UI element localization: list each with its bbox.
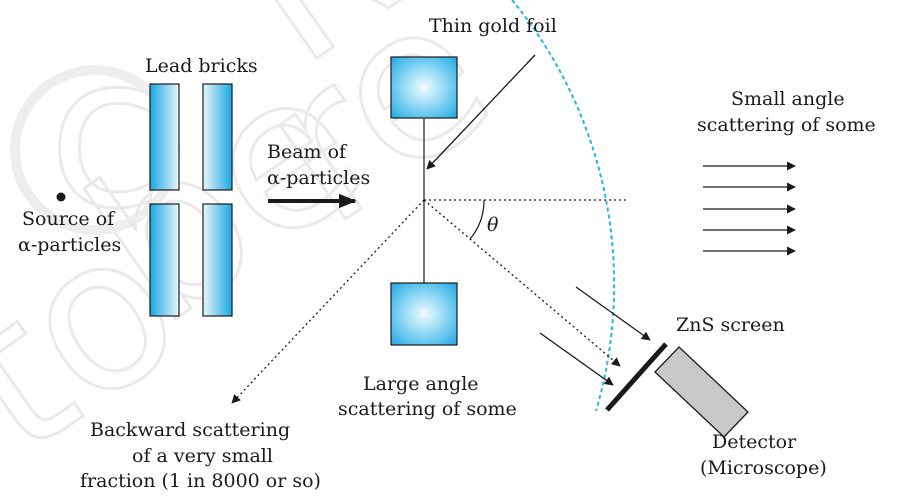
label-large-angle-line1: Large angle [363,373,479,395]
incident-arrow-upper [575,286,651,341]
dashed-detection-circle [511,0,616,412]
label-beam-line1: Beam of [267,141,348,163]
label-source-line2: α-particles [18,234,121,256]
label-backward-line1: Backward scattering [90,419,290,441]
theta-angle-arc [469,199,485,240]
label-theta: θ [487,214,499,236]
incident-arrow-lower [539,332,614,386]
label-beam-line2: α-particles [267,167,370,189]
small-angle-scatter-arrows [703,161,796,256]
label-source-line1: Source of [22,208,116,230]
lead-brick-top-left [149,83,180,191]
detector-microscope [654,346,749,438]
label-large-angle-line2: scattering of some [338,398,517,420]
label-lead-bricks: Lead bricks [145,55,258,77]
lead-brick-top-right [202,83,233,191]
label-small-angle-line1: Small angle [731,88,845,110]
label-zns-screen: ZnS screen [676,314,785,336]
backward-scattering-path [231,199,425,404]
alpha-source-dot [56,192,66,202]
foil-holder-top [390,56,458,119]
foil-holder-bottom [390,282,458,346]
svg-text:re: re [218,0,531,271]
label-backward-line3: fraction (1 in 8000 or so) [80,470,321,492]
label-detector-line1: Detector [712,431,797,453]
label-backward-line2: of a very small [132,445,273,467]
label-detector-line2: (Microscope) [700,457,827,479]
label-thin-gold-foil: Thin gold foil [429,15,557,37]
lead-bricks [149,83,233,317]
gold-foil-assembly [390,56,458,346]
gold-foil-pointer-arrow [426,54,536,170]
lead-brick-bottom-left [149,203,180,317]
lead-brick-bottom-right [202,203,233,317]
zns-screen [605,342,668,412]
label-small-angle-line2: scattering of some [697,114,876,136]
